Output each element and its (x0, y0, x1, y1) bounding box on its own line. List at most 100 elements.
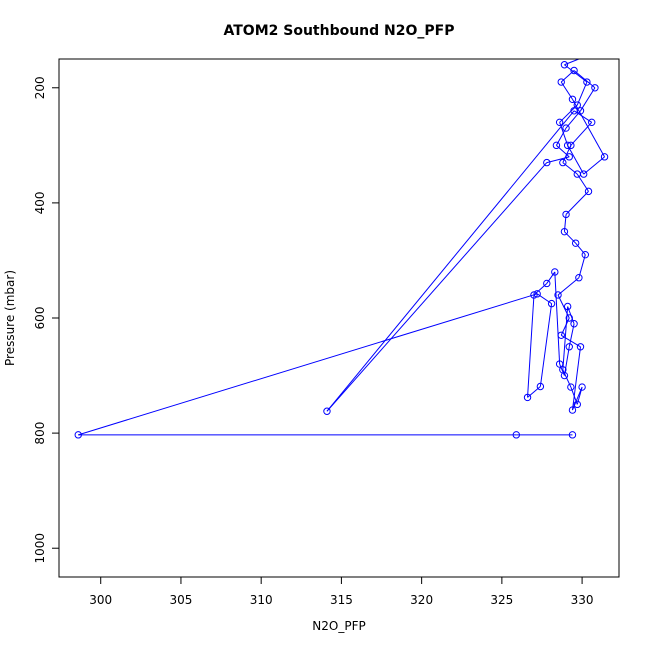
y-tick-label: 800 (33, 422, 47, 445)
data-point (578, 383, 586, 391)
series-segment (557, 277, 580, 296)
y-tick-label: 600 (33, 307, 47, 330)
series-segment (564, 231, 577, 244)
series-layer (74, 58, 609, 439)
data-point (576, 107, 585, 115)
data-point (323, 407, 331, 415)
data-point (567, 383, 575, 391)
series-segment (326, 110, 575, 412)
series-segment (580, 87, 596, 112)
data-point (575, 274, 583, 282)
series-segment (578, 254, 586, 278)
data-point (591, 84, 599, 92)
x-tick-label: 320 (410, 593, 433, 607)
y-tick-label: 200 (33, 76, 47, 99)
y-axis-label: Pressure (mbar) (3, 270, 17, 366)
data-point (555, 118, 564, 127)
series-segment (563, 346, 570, 376)
series-segment (78, 293, 538, 436)
data-point (547, 299, 556, 308)
series-segment (575, 242, 586, 256)
y-axis: 200 400 600 800 1000 (33, 76, 60, 564)
data-point (563, 302, 572, 311)
series-segment (536, 293, 552, 305)
data-point (512, 431, 521, 439)
data-point (543, 158, 551, 167)
data-point (536, 382, 545, 391)
series-segment (570, 121, 593, 146)
y-tick-label: 1000 (33, 533, 47, 564)
series-segment (539, 303, 553, 387)
data-point (560, 61, 569, 69)
x-tick-label: 325 (490, 593, 513, 607)
x-tick-label: 330 (571, 593, 594, 607)
y-tick-label: 400 (33, 191, 47, 214)
series-segment (527, 294, 535, 398)
data-point (573, 101, 581, 109)
data-point (576, 343, 585, 351)
x-tick-label: 310 (250, 593, 273, 607)
series-segment (565, 110, 581, 129)
data-point (552, 141, 561, 150)
series-segment (583, 156, 605, 175)
series-segment (556, 144, 570, 158)
data-point (560, 227, 569, 236)
data-point (533, 290, 541, 298)
series-segment (557, 294, 570, 319)
data-point (530, 291, 538, 299)
series-segment (572, 386, 583, 411)
series-segment (560, 334, 581, 348)
data-point (583, 78, 591, 86)
data-point (523, 393, 532, 402)
data-point (581, 250, 590, 259)
series-segment (564, 58, 580, 66)
data-point (568, 431, 577, 439)
data-point (579, 170, 588, 178)
x-axis-label: N2O_PFP (312, 619, 365, 633)
series-segment (546, 156, 570, 164)
data-point (570, 320, 578, 328)
series-segment (567, 145, 585, 175)
x-tick-label: 315 (330, 593, 353, 607)
series-segment (546, 271, 556, 284)
data-point (600, 153, 609, 161)
data-point (584, 187, 593, 196)
data-point (568, 95, 577, 103)
data-point (565, 343, 573, 351)
series-segment (573, 70, 596, 89)
data-point (555, 360, 564, 368)
data-point (554, 291, 562, 299)
series-segment (559, 363, 565, 376)
x-axis: 300 305 310 315 320 325 330 (89, 576, 594, 607)
data-point (567, 141, 575, 150)
x-tick-label: 305 (169, 593, 192, 607)
data-point (588, 118, 596, 127)
chart-title: ATOM2 Southbound N2O_PFP (224, 23, 455, 39)
series-segment (559, 122, 569, 146)
data-point (570, 66, 578, 75)
data-point (568, 406, 577, 414)
series-segment (560, 70, 575, 83)
data-point (74, 431, 82, 439)
series-segment (565, 191, 589, 215)
data-point (571, 239, 580, 247)
data-point (551, 268, 559, 276)
data-point (562, 124, 570, 132)
data-point (573, 400, 581, 409)
series-segment (576, 81, 588, 106)
data-point (563, 141, 572, 150)
data-point (559, 366, 567, 374)
data-point (543, 279, 551, 288)
data-point (557, 331, 565, 339)
series-segment (568, 323, 575, 347)
series-segment (326, 162, 548, 412)
data-point (559, 158, 567, 167)
series-segment (527, 386, 541, 398)
data-point (565, 153, 573, 161)
plot-frame (58, 58, 620, 578)
data-point (565, 314, 573, 322)
series-segment (571, 346, 581, 411)
data-point (557, 78, 565, 86)
series-segment (554, 271, 561, 365)
